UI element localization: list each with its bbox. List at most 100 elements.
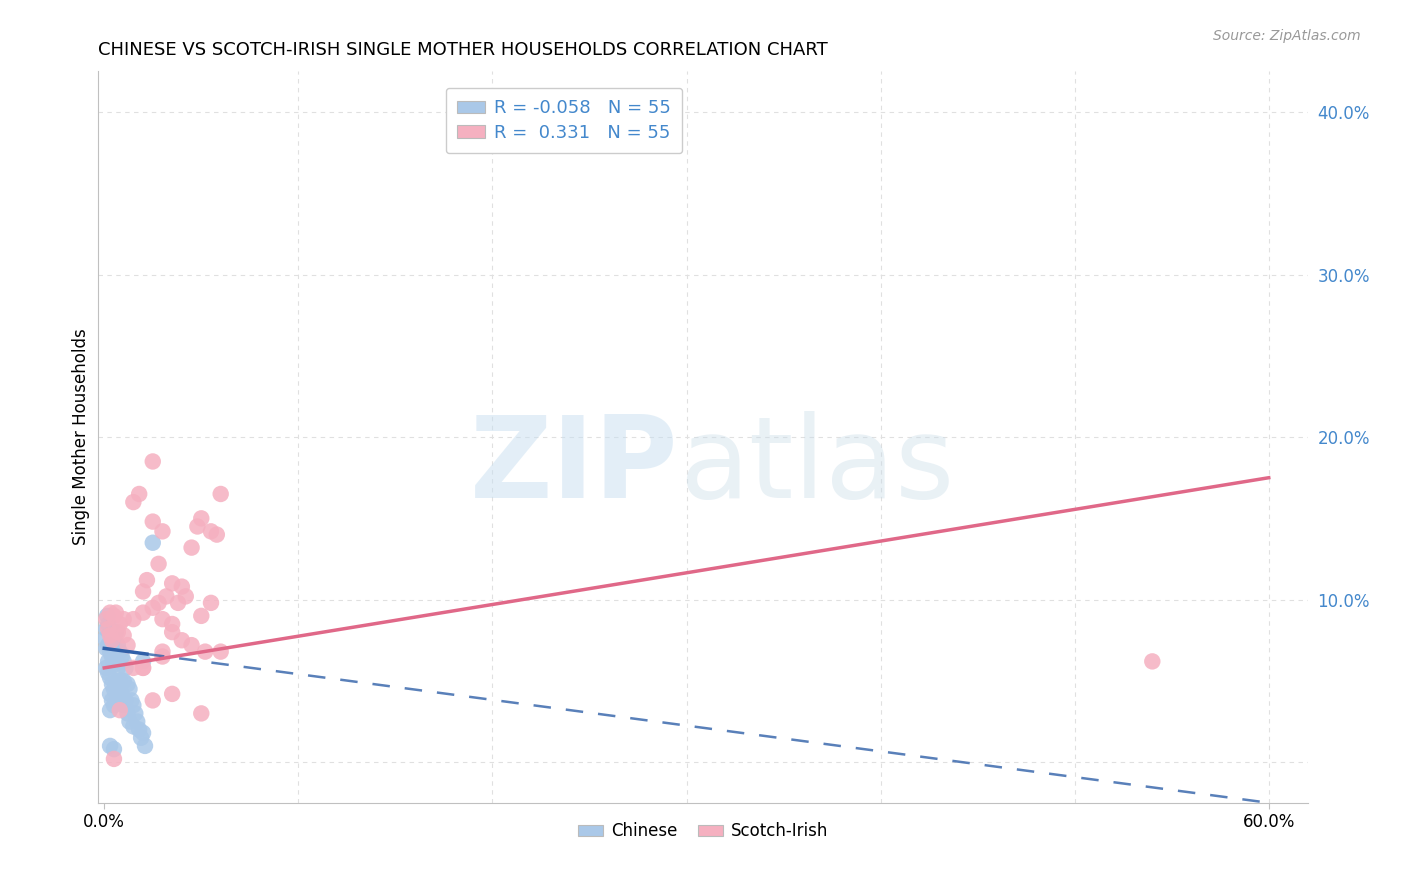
Text: atlas: atlas <box>679 411 955 522</box>
Point <box>152 649 174 664</box>
Point <box>200 524 222 539</box>
Point <box>152 645 174 659</box>
Point <box>170 580 193 594</box>
Point <box>122 661 145 675</box>
Point <box>103 742 125 756</box>
Point <box>114 693 136 707</box>
Point <box>200 596 222 610</box>
Point <box>118 681 141 696</box>
Point <box>122 698 145 713</box>
Point <box>97 622 120 636</box>
Point <box>170 633 193 648</box>
Point <box>190 511 212 525</box>
Point <box>142 693 165 707</box>
Point <box>132 661 155 675</box>
Point <box>104 606 127 620</box>
Point <box>103 681 125 696</box>
Point <box>98 671 121 685</box>
Point <box>194 645 217 659</box>
Point <box>155 590 177 604</box>
Point <box>104 654 127 668</box>
Point <box>132 661 155 675</box>
Point <box>107 661 129 675</box>
Point <box>124 706 146 721</box>
Point <box>101 677 124 691</box>
Point <box>142 600 165 615</box>
Point <box>160 687 183 701</box>
Point <box>142 515 165 529</box>
Point <box>122 719 145 733</box>
Point <box>101 693 124 707</box>
Point <box>103 657 125 672</box>
Point <box>98 687 121 701</box>
Point <box>148 596 170 610</box>
Point <box>103 752 125 766</box>
Point <box>209 645 232 659</box>
Text: Source: ZipAtlas.com: Source: ZipAtlas.com <box>1213 29 1361 43</box>
Point <box>97 665 120 680</box>
Point <box>107 638 129 652</box>
Point <box>160 576 183 591</box>
Point <box>205 527 228 541</box>
Point <box>98 703 121 717</box>
Point <box>101 628 124 642</box>
Point <box>167 596 190 610</box>
Point <box>142 454 165 468</box>
Point <box>104 677 127 691</box>
Point <box>112 698 135 713</box>
Point <box>132 726 155 740</box>
Point <box>148 557 170 571</box>
Point <box>108 617 131 632</box>
Text: CHINESE VS SCOTCH-IRISH SINGLE MOTHER HOUSEHOLDS CORRELATION CHART: CHINESE VS SCOTCH-IRISH SINGLE MOTHER HO… <box>98 41 828 59</box>
Point <box>1142 654 1164 668</box>
Point <box>117 638 139 652</box>
Point <box>98 739 121 753</box>
Point <box>103 633 125 648</box>
Legend: Chinese, Scotch-Irish: Chinese, Scotch-Irish <box>571 816 835 847</box>
Point <box>128 487 150 501</box>
Point <box>132 606 155 620</box>
Point <box>142 535 165 549</box>
Point <box>209 487 232 501</box>
Point <box>108 645 131 659</box>
Point <box>129 731 152 745</box>
Point <box>190 706 212 721</box>
Point <box>180 541 202 555</box>
Point <box>120 693 142 707</box>
Point <box>104 625 127 640</box>
Point <box>190 608 212 623</box>
Point <box>96 641 118 656</box>
Y-axis label: Single Mother Households: Single Mother Households <box>72 329 90 545</box>
Point <box>96 622 118 636</box>
Point <box>103 698 125 713</box>
Point <box>112 654 135 668</box>
Point <box>103 608 125 623</box>
Point <box>117 706 139 721</box>
Text: ZIP: ZIP <box>471 411 679 522</box>
Point <box>186 519 208 533</box>
Point <box>96 608 118 623</box>
Point <box>160 617 183 632</box>
Point <box>107 625 129 640</box>
Point <box>122 612 145 626</box>
Point <box>97 617 120 632</box>
Point <box>114 661 136 675</box>
Point <box>174 590 197 604</box>
Point <box>152 524 174 539</box>
Point <box>96 661 118 675</box>
Point <box>98 625 121 640</box>
Point <box>128 723 150 737</box>
Point <box>152 612 174 626</box>
Point <box>108 703 131 717</box>
Point <box>132 584 155 599</box>
Point <box>112 628 135 642</box>
Point <box>122 495 145 509</box>
Point <box>134 739 156 753</box>
Point <box>111 687 134 701</box>
Point <box>117 677 139 691</box>
Point <box>108 673 131 688</box>
Point <box>111 649 134 664</box>
Point <box>112 612 135 626</box>
Point <box>136 573 159 587</box>
Point <box>180 638 202 652</box>
